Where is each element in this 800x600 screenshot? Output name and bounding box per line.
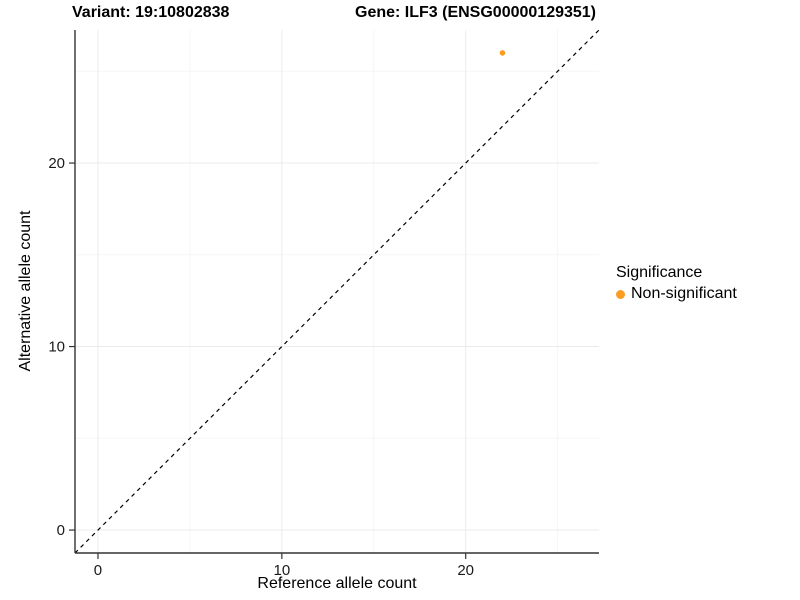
x-tick-label: 0: [94, 562, 102, 579]
legend-point-icon: [616, 289, 625, 299]
legend-item-label: Non-significant: [631, 285, 737, 302]
y-tick-label: 10: [48, 339, 65, 356]
legend-title: Significance: [616, 264, 703, 281]
y-tick-label: 0: [57, 522, 65, 539]
plot-title-variant: Variant: 19:10802838: [72, 4, 230, 21]
data-point: [499, 50, 506, 56]
y-tick-label: 20: [48, 155, 65, 172]
legend-item-non-significant: Non-significant: [616, 285, 737, 303]
x-axis-title: Reference allele count: [257, 575, 417, 592]
x-tick-label: 20: [457, 562, 474, 579]
plot-title-gene: Gene: ILF3 (ENSG00000129351): [355, 4, 597, 21]
identity-dashed-line: [74, 29, 600, 554]
x-tick-label: 10: [273, 562, 290, 579]
y-axis-title: Alternative allele count: [17, 210, 34, 372]
legend: Significance Non-significant: [616, 264, 737, 303]
